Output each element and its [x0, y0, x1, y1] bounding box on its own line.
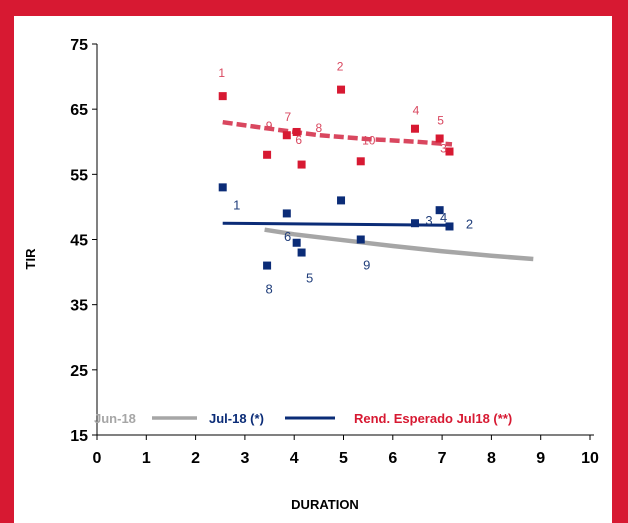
x-axis-title: DURATION	[291, 497, 359, 512]
trend-line-jun-18	[264, 227, 534, 262]
jul-point-label: 8	[265, 282, 272, 297]
esperado-point-label: 1	[218, 66, 225, 80]
y-tick-label: 45	[70, 233, 88, 250]
x-tick-label: 5	[339, 450, 348, 467]
y-tick-label: 35	[70, 298, 88, 315]
jul-point-label: 4	[440, 210, 447, 225]
esperado-point-7	[356, 157, 365, 166]
jul-point-6	[337, 196, 346, 205]
y-tick-label: 55	[70, 167, 88, 184]
jul-point-label: 9	[363, 258, 370, 273]
y-tick-label: 15	[70, 428, 88, 445]
esperado-point-label: 4	[413, 104, 420, 118]
legend-label-jun: Jun-18	[94, 411, 136, 426]
y-tick-label: 65	[70, 102, 88, 119]
x-tick-label: 8	[487, 450, 496, 467]
x-tick-label: 1	[142, 450, 151, 467]
x-tick-label: 10	[581, 450, 599, 467]
esperado-point-6	[337, 85, 346, 94]
esperado-point-label: 6	[295, 133, 302, 147]
esperado-point-1	[218, 92, 227, 101]
trend-lines	[222, 119, 534, 262]
y-tick-label: 75	[70, 37, 88, 54]
esperado-point-10	[445, 147, 454, 156]
jul-point-8	[410, 219, 419, 228]
legend-label-jul: Jul-18 (*)	[209, 411, 264, 426]
jul-point-label: 5	[306, 271, 313, 286]
esperado-point-8	[410, 124, 419, 133]
esperado-point-label: 2	[337, 60, 344, 74]
jul-point-label: 1	[233, 197, 240, 212]
y-tick-label: 25	[70, 363, 88, 380]
x-tick-label: 0	[93, 450, 102, 467]
jul-point-label: 2	[466, 216, 473, 231]
esperado-point-label: 10	[362, 133, 376, 147]
esperado-point-3	[263, 150, 272, 159]
legend-label-esperado: Rend. Esperado Jul18 (**)	[354, 411, 512, 426]
x-tick-label: 6	[388, 450, 397, 467]
esperado-point-5	[297, 160, 306, 169]
jul-point-4	[292, 238, 301, 247]
y-ticks: 15 25 35 45 55 65 75	[70, 37, 97, 445]
esperado-point-label: 5	[437, 113, 444, 127]
esperado-point-label: 7	[284, 110, 291, 124]
esperado-point-label: 8	[316, 121, 323, 135]
jul-point-7	[356, 235, 365, 244]
jul-point-10	[445, 222, 454, 231]
jul-point-9	[435, 206, 444, 215]
esperado-point-label: 3	[440, 142, 447, 156]
x-tick-label: 4	[290, 450, 299, 467]
data-points	[218, 85, 454, 270]
jul-point-2	[282, 209, 291, 218]
jul-point-1	[218, 183, 227, 192]
esperado-point-2	[282, 131, 291, 140]
esperado-point-4	[292, 127, 301, 136]
jul-point-5	[297, 248, 306, 257]
x-tick-label: 7	[438, 450, 447, 467]
legend: Jun-18 Jul-18 (*) Rend. Esperado Jul18 (…	[94, 411, 512, 426]
esperado-point-label: 9	[266, 119, 273, 133]
jul-point-3	[263, 261, 272, 270]
x-ticks: 0 1 2 3 4 5 6 7 8 9 10	[93, 435, 599, 467]
x-tick-label: 9	[536, 450, 545, 467]
x-tick-label: 3	[240, 450, 249, 467]
jul-point-label: 3	[425, 213, 432, 228]
esperado-point-9	[435, 134, 444, 143]
y-axis-title: TIR	[23, 248, 38, 270]
jul-point-label: 6	[284, 229, 291, 244]
x-tick-label: 2	[191, 450, 200, 467]
trend-line-rend-esperado-jul18	[222, 119, 453, 147]
